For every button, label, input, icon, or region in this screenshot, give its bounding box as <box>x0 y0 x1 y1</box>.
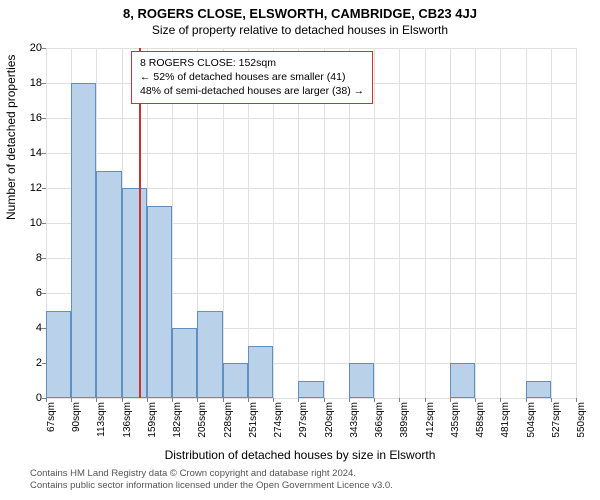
y-tick-label: 10 <box>12 217 42 229</box>
x-tick-label: 527sqm <box>551 402 562 452</box>
gridline-v <box>475 48 476 398</box>
x-tick-label: 343sqm <box>349 402 360 452</box>
gridline-v <box>576 48 577 398</box>
x-tick-label: 251sqm <box>248 402 259 452</box>
x-tick-label: 297sqm <box>298 402 309 452</box>
annotation-box: 8 ROGERS CLOSE: 152sqm ← 52% of detached… <box>131 51 373 104</box>
histogram-bar <box>46 311 71 399</box>
x-tick-label: 205sqm <box>197 402 208 452</box>
y-tick-label: 20 <box>12 42 42 54</box>
gridline-h <box>46 118 576 119</box>
x-tick-label: 435sqm <box>450 402 461 452</box>
annotation-line: 48% of semi-detached houses are larger (… <box>140 84 364 98</box>
x-tick-label: 228sqm <box>223 402 234 452</box>
histogram-bar <box>223 363 248 398</box>
histogram-bar <box>71 83 96 398</box>
y-tick-label: 6 <box>12 287 42 299</box>
gridline-h <box>46 153 576 154</box>
x-tick-label: 274sqm <box>273 402 284 452</box>
gridline-v <box>500 48 501 398</box>
histogram-bar <box>526 381 551 399</box>
gridline-v <box>374 48 375 398</box>
y-tick-label: 18 <box>12 77 42 89</box>
y-tick-label: 16 <box>12 112 42 124</box>
x-tick-label: 159sqm <box>147 402 158 452</box>
x-tick-label: 182sqm <box>172 402 183 452</box>
gridline-v <box>526 48 527 398</box>
x-axis-title: Distribution of detached houses by size … <box>0 448 600 462</box>
histogram-bar <box>147 206 172 399</box>
x-tick-label: 481sqm <box>500 402 511 452</box>
x-tick-label: 389sqm <box>399 402 410 452</box>
y-tick-label: 8 <box>12 252 42 264</box>
chart-area: 0246810121416182067sqm90sqm113sqm136sqm1… <box>46 48 576 398</box>
x-tick-label: 320sqm <box>324 402 335 452</box>
x-tick-label: 90sqm <box>71 402 82 452</box>
x-tick-label: 67sqm <box>46 402 57 452</box>
gridline-v <box>450 48 451 398</box>
footer-line: Contains HM Land Registry data © Crown c… <box>30 468 393 480</box>
y-tick-label: 12 <box>12 182 42 194</box>
x-tick-label: 366sqm <box>374 402 385 452</box>
annotation-line: ← 52% of detached houses are smaller (41… <box>140 70 364 84</box>
gridline-v <box>551 48 552 398</box>
histogram-bar <box>298 381 323 399</box>
footer-attribution: Contains HM Land Registry data © Crown c… <box>30 468 393 493</box>
x-tick-label: 550sqm <box>576 402 587 452</box>
histogram-bar <box>248 346 273 399</box>
annotation-line: 8 ROGERS CLOSE: 152sqm <box>140 56 364 70</box>
gridline-v <box>399 48 400 398</box>
y-tick-label: 4 <box>12 322 42 334</box>
x-tick-label: 136sqm <box>122 402 133 452</box>
histogram-bar <box>197 311 222 399</box>
histogram-bar <box>349 363 374 398</box>
histogram-bar <box>122 188 147 398</box>
y-tick-label: 2 <box>12 357 42 369</box>
x-tick-label: 412sqm <box>425 402 436 452</box>
y-tick-label: 0 <box>12 392 42 404</box>
y-tick-label: 14 <box>12 147 42 159</box>
histogram-bar <box>450 363 475 398</box>
chart-subtitle: Size of property relative to detached ho… <box>0 21 600 41</box>
histogram-bar <box>96 171 121 399</box>
gridline-v <box>425 48 426 398</box>
x-tick-label: 504sqm <box>526 402 537 452</box>
gridline-h <box>46 48 576 49</box>
page-title: 8, ROGERS CLOSE, ELSWORTH, CAMBRIDGE, CB… <box>0 0 600 21</box>
x-tick-label: 458sqm <box>475 402 486 452</box>
footer-line: Contains public sector information licen… <box>30 480 393 492</box>
x-tick-label: 113sqm <box>96 402 107 452</box>
gridline-h <box>46 398 576 399</box>
histogram-bar <box>172 328 197 398</box>
